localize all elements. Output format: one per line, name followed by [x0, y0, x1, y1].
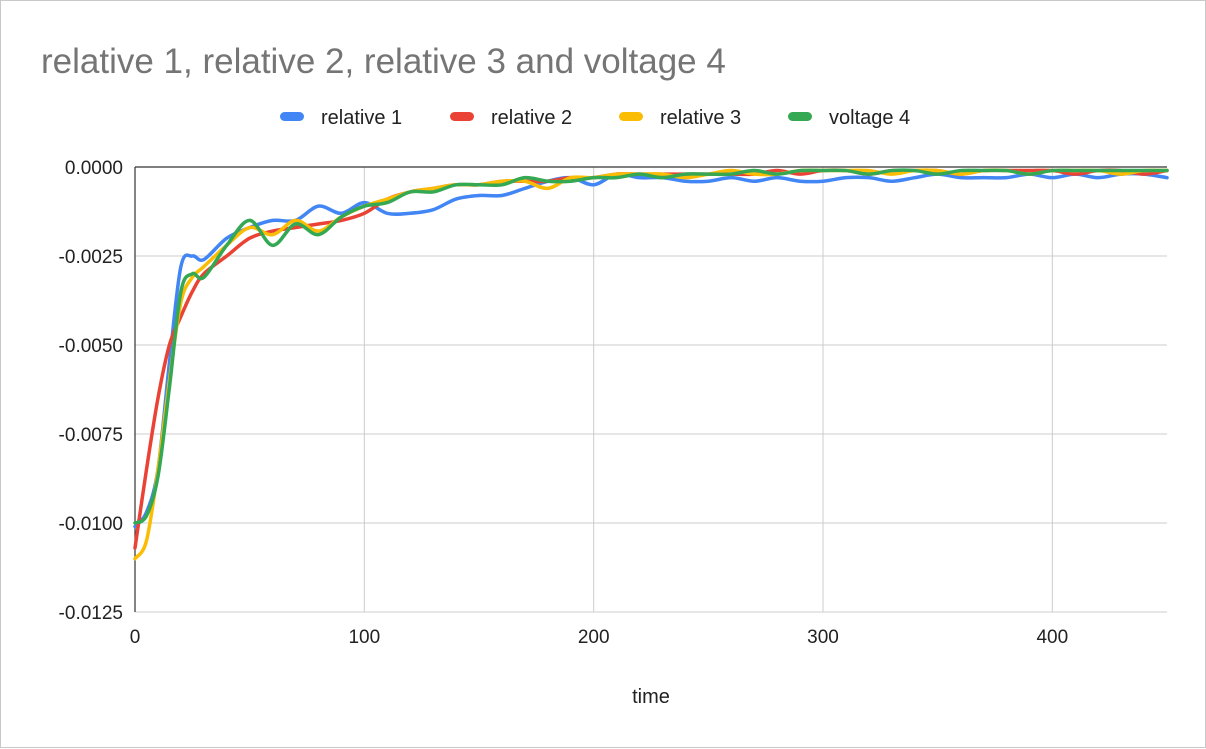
grid [135, 167, 1167, 613]
legend-label: relative 1 [321, 107, 402, 129]
y-tick-label: -0.0125 [59, 603, 123, 624]
legend-label: voltage 4 [829, 107, 910, 129]
legend-swatch [619, 112, 643, 121]
x-axis-title: time [632, 686, 670, 708]
legend-swatch [788, 112, 812, 121]
x-tick-label: 200 [578, 627, 610, 648]
y-tick-label: -0.0050 [59, 336, 123, 357]
y-tick-label: -0.0025 [59, 247, 123, 268]
chart-title: relative 1, relative 2, relative 3 and v… [41, 42, 726, 81]
legend: relative 1 relative 2 relative 3 voltage 4 [280, 107, 910, 129]
x-tick-label: 400 [1036, 627, 1068, 648]
x-tick-label: 300 [807, 627, 839, 648]
legend-swatch [280, 112, 304, 121]
series-lines [133, 168, 1169, 561]
y-tick-label: 0.0000 [65, 158, 123, 179]
x-tick-label: 100 [348, 627, 380, 648]
legend-label: relative 2 [491, 107, 572, 129]
legend-swatch [450, 112, 474, 121]
tick-labels: 0.0000 -0.0025 -0.0050 -0.0075 -0.0100 -0.012… [59, 158, 1069, 648]
axes [134, 166, 1167, 612]
x-tick-label: 0 [130, 627, 141, 648]
y-tick-label: -0.0100 [59, 514, 123, 535]
legend-label: relative 3 [660, 107, 741, 129]
y-tick-label: -0.0075 [59, 425, 123, 446]
series-line-voltage-4 [133, 168, 1169, 525]
